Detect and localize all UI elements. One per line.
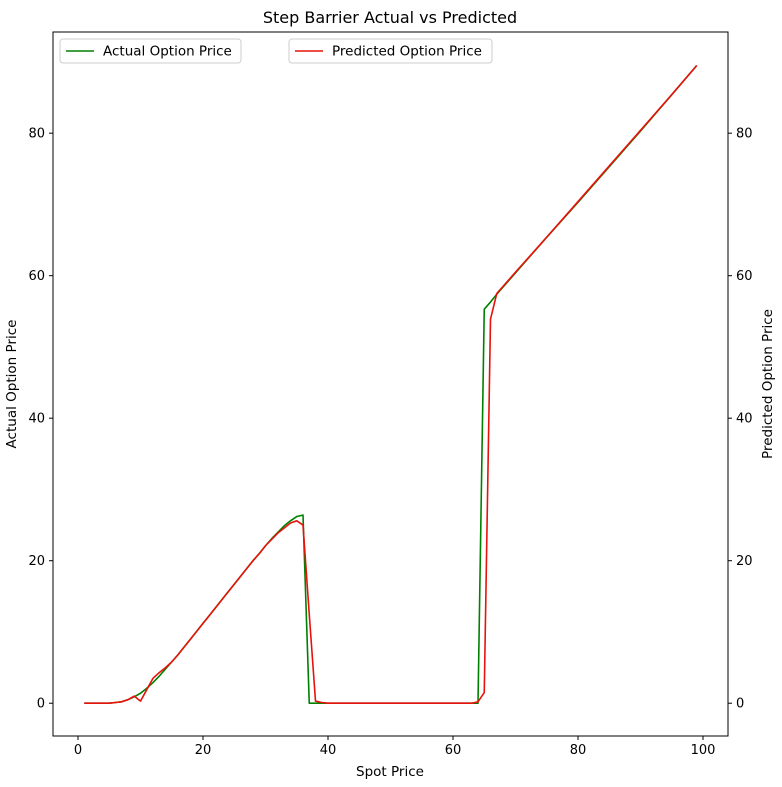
- x-tick-label: 20: [195, 743, 212, 758]
- y-left-tick-label: 80: [28, 127, 45, 142]
- legend-actual-label: Actual Option Price: [103, 44, 232, 60]
- y-left-tick-label: 60: [28, 269, 45, 284]
- y-axis-left-label: Actual Option Price: [4, 320, 20, 449]
- x-tick-label: 40: [320, 743, 337, 758]
- y-axis-right-ticks: 0 20 40 60 80: [728, 127, 753, 712]
- legend-actual-box: [59, 38, 242, 64]
- series-line-predicted: [84, 64, 698, 705]
- y-left-tick-label: 0: [37, 697, 45, 712]
- legend-predicted: Predicted Option Price: [288, 38, 493, 64]
- plot-frame: [52, 31, 729, 737]
- y-right-tick-label: 40: [736, 412, 753, 427]
- x-tick-label: 100: [691, 743, 716, 758]
- legend-predicted-box: [288, 38, 493, 64]
- y-left-tick-label: 40: [28, 412, 45, 427]
- y-right-tick-label: 20: [736, 554, 753, 569]
- y-right-tick-label: 80: [736, 127, 753, 142]
- plot-lines: [84, 64, 698, 705]
- x-axis-label: Spot Price: [356, 764, 424, 780]
- y-left-tick-label: 20: [28, 554, 45, 569]
- x-tick-label: 60: [445, 743, 462, 758]
- x-tick-label: 0: [74, 743, 82, 758]
- legend-actual: Actual Option Price: [59, 38, 242, 64]
- chart-title: Step Barrier Actual vs Predicted: [263, 8, 517, 27]
- y-axis-right-label: Predicted Option Price: [760, 309, 776, 459]
- series-line-actual: [84, 64, 698, 705]
- x-tick-label: 80: [570, 743, 587, 758]
- x-axis-ticks: 0 20 40 60 80 100: [74, 736, 716, 758]
- y-right-tick-label: 0: [736, 697, 744, 712]
- legend-predicted-label: Predicted Option Price: [332, 44, 482, 60]
- y-right-tick-label: 60: [736, 269, 753, 284]
- y-axis-left-ticks: 0 20 40 60 80: [28, 127, 53, 712]
